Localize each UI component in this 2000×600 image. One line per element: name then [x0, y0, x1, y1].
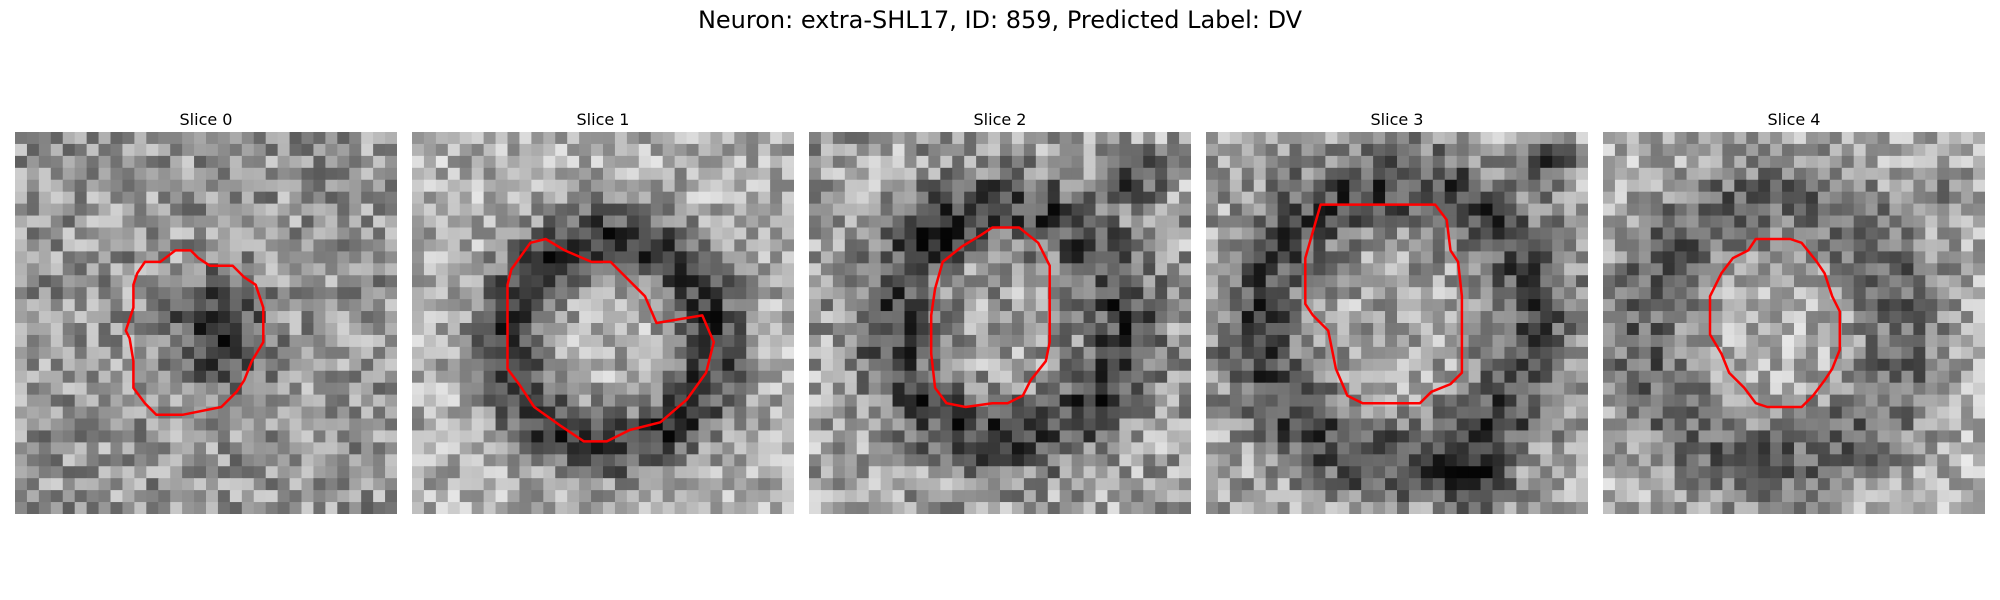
- slice-image: [412, 132, 794, 514]
- pixel-grid: [1603, 132, 1985, 514]
- segmentation-contour: [929, 226, 1051, 409]
- slice-image: [1603, 132, 1985, 514]
- slice-title: Slice 0: [179, 110, 233, 129]
- slice-panel-1: Slice 1: [412, 108, 794, 514]
- slice-image: [1206, 132, 1588, 514]
- slice-image: [809, 132, 1191, 514]
- segmentation-contour: [1708, 237, 1842, 409]
- slice-title: Slice 1: [576, 110, 630, 129]
- slice-panel-3: Slice 3: [1206, 108, 1588, 514]
- slice-title: Slice 4: [1767, 110, 1821, 129]
- slice-panel-0: Slice 0: [15, 108, 397, 514]
- pixel-grid: [1206, 132, 1588, 514]
- figure-title: Neuron: extra-SHL17, ID: 859, Predicted …: [697, 6, 1303, 34]
- slice-panel-2: Slice 2: [809, 108, 1191, 514]
- slice-title: Slice 2: [973, 110, 1027, 129]
- segmentation-contour: [1304, 203, 1464, 405]
- segmentation-contour: [124, 249, 265, 416]
- slice-title: Slice 3: [1370, 110, 1424, 129]
- pixel-grid: [412, 132, 794, 514]
- segmentation-contour: [506, 237, 716, 443]
- slice-panel-4: Slice 4: [1603, 108, 1985, 514]
- pixel-grid: [809, 132, 1191, 514]
- pixel-grid: [15, 132, 397, 514]
- slice-image: [15, 132, 397, 514]
